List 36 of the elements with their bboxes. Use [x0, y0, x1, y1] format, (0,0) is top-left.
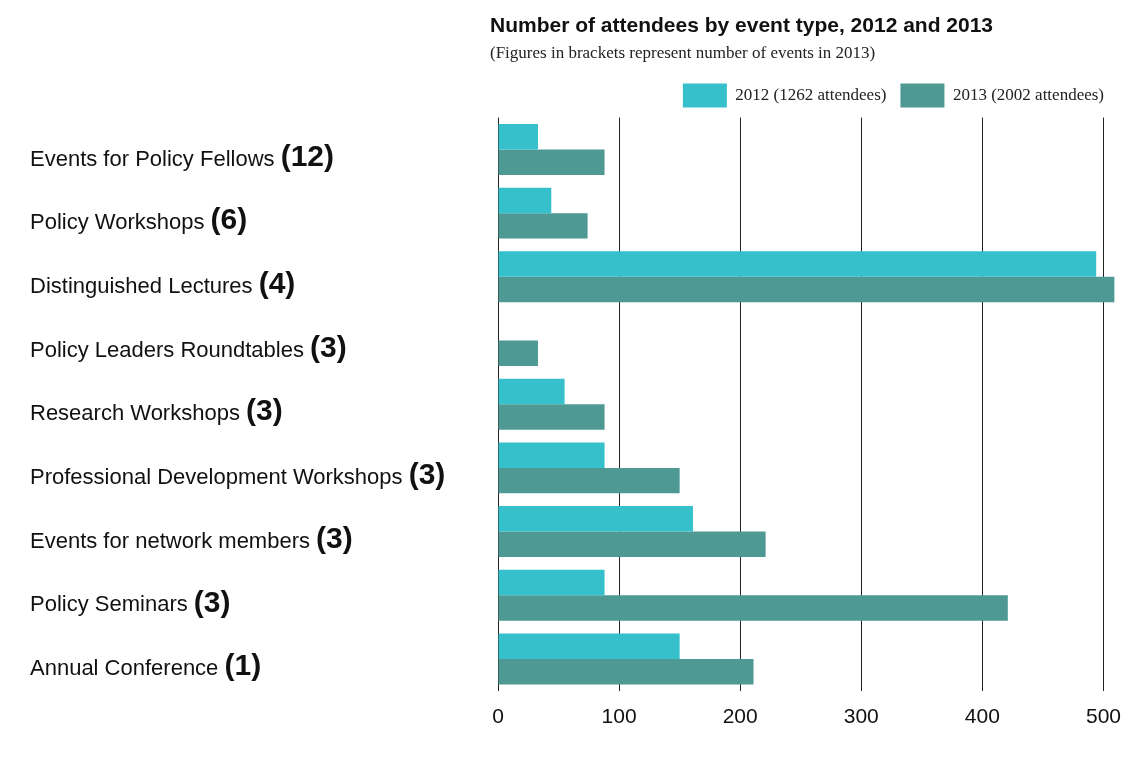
bar — [498, 378, 565, 405]
x-tick-label: 100 — [601, 704, 637, 728]
y-tick-label: Policy Workshops (6) — [30, 202, 248, 236]
legend-label: 2013 (2002 attendees) — [952, 85, 1105, 105]
bar — [498, 251, 1097, 277]
legend-label: 2012 (1262 attendees) — [735, 85, 887, 105]
bar — [498, 123, 538, 150]
chart-subtitle: (Figures in brackets represent number of events in 2013) — [490, 42, 876, 62]
x-tick-label: 400 — [964, 704, 1000, 728]
bar — [498, 149, 605, 175]
bar — [498, 467, 680, 494]
bar — [498, 506, 693, 532]
y-tick-label: Professional Development Workshops (3) — [30, 457, 446, 491]
bar — [498, 658, 754, 685]
bar — [498, 404, 605, 430]
bar — [498, 213, 588, 239]
y-tick-label: Distinguished Lectures (4) — [30, 266, 296, 300]
chart-title: Number of attendees by event type, 2012 and 2013 — [490, 13, 994, 37]
bar — [498, 569, 605, 596]
x-tick-label: 500 — [1085, 704, 1121, 728]
x-tick-label: 200 — [722, 704, 758, 728]
bar — [498, 595, 1008, 621]
bar — [498, 187, 552, 214]
y-tick-label: Research Workshops (3) — [30, 393, 283, 427]
y-tick-label: Policy Seminars (3) — [30, 584, 231, 618]
y-tick-label: Events for Policy Fellows (12) — [30, 138, 334, 172]
bar — [498, 340, 538, 366]
y-tick-label: Events for network members (3) — [30, 520, 353, 554]
x-tick-label: 0 — [492, 704, 504, 728]
y-tick-label: Policy Leaders Roundtables (3) — [30, 329, 347, 363]
bar — [498, 633, 680, 659]
bar — [498, 442, 605, 468]
y-tick-label: Annual Conference (1) — [30, 648, 262, 682]
x-tick-label: 300 — [843, 704, 879, 728]
bar — [498, 531, 766, 558]
bar — [498, 276, 1115, 303]
